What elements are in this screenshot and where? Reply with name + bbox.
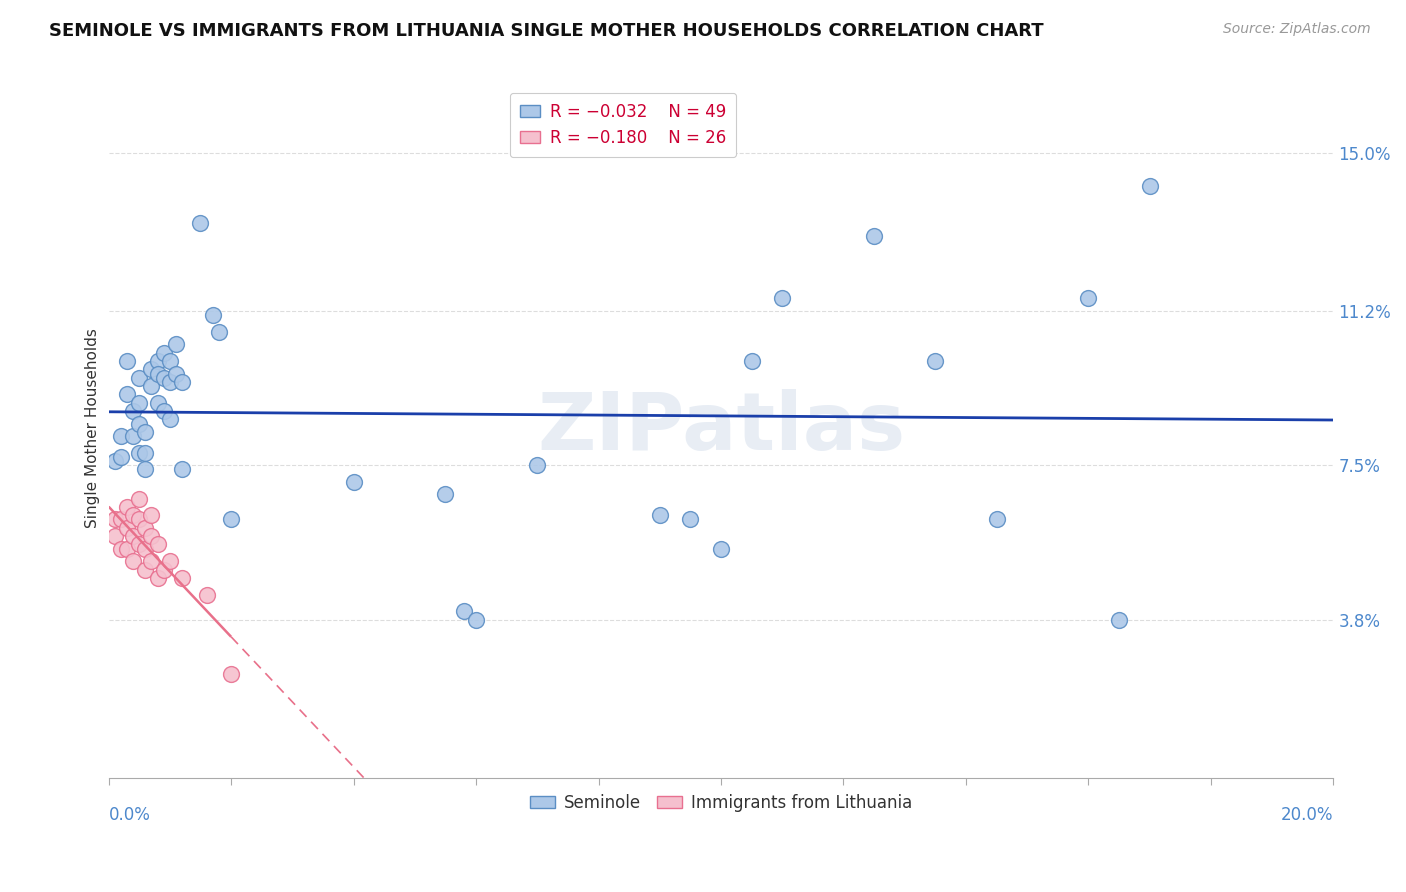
Point bbox=[172, 462, 194, 476]
Point bbox=[152, 404, 174, 418]
Point bbox=[122, 554, 145, 568]
Point bbox=[146, 395, 169, 409]
Point bbox=[110, 450, 132, 464]
Text: SEMINOLE VS IMMIGRANTS FROM LITHUANIA SINGLE MOTHER HOUSEHOLDS CORRELATION CHART: SEMINOLE VS IMMIGRANTS FROM LITHUANIA SI… bbox=[49, 22, 1043, 40]
Point bbox=[141, 379, 163, 393]
Point bbox=[115, 521, 138, 535]
Text: 20.0%: 20.0% bbox=[1281, 806, 1333, 824]
Point bbox=[434, 487, 457, 501]
Point bbox=[1077, 292, 1099, 306]
Point bbox=[134, 541, 156, 556]
Point bbox=[146, 571, 169, 585]
Point bbox=[208, 325, 231, 339]
Point bbox=[219, 512, 242, 526]
Point bbox=[146, 537, 169, 551]
Point bbox=[115, 354, 138, 368]
Point bbox=[986, 512, 1008, 526]
Point bbox=[1108, 613, 1130, 627]
Point bbox=[134, 521, 156, 535]
Point bbox=[159, 554, 181, 568]
Point bbox=[110, 429, 132, 443]
Point bbox=[122, 404, 145, 418]
Point bbox=[134, 425, 156, 439]
Point bbox=[134, 562, 156, 576]
Point bbox=[128, 417, 150, 431]
Point bbox=[141, 362, 163, 376]
Point bbox=[128, 512, 150, 526]
Point bbox=[465, 613, 488, 627]
Point bbox=[648, 508, 671, 523]
Point bbox=[710, 541, 733, 556]
Point bbox=[526, 458, 548, 473]
Point bbox=[152, 345, 174, 359]
Point bbox=[219, 666, 242, 681]
Point bbox=[172, 571, 194, 585]
Text: 0.0%: 0.0% bbox=[108, 806, 150, 824]
Point bbox=[122, 529, 145, 543]
Point bbox=[152, 370, 174, 384]
Point bbox=[122, 508, 145, 523]
Point bbox=[453, 604, 475, 618]
Point bbox=[104, 454, 127, 468]
Point bbox=[104, 529, 127, 543]
Point bbox=[128, 370, 150, 384]
Point bbox=[190, 216, 212, 230]
Y-axis label: Single Mother Households: Single Mother Households bbox=[86, 327, 100, 528]
Point bbox=[770, 292, 793, 306]
Point bbox=[110, 512, 132, 526]
Point bbox=[141, 508, 163, 523]
Point bbox=[195, 588, 218, 602]
Text: Source: ZipAtlas.com: Source: ZipAtlas.com bbox=[1223, 22, 1371, 37]
Point bbox=[679, 512, 702, 526]
Point bbox=[104, 512, 127, 526]
Point bbox=[863, 228, 886, 243]
Point bbox=[128, 395, 150, 409]
Point bbox=[159, 354, 181, 368]
Point bbox=[128, 446, 150, 460]
Point bbox=[342, 475, 364, 489]
Point bbox=[1139, 178, 1161, 193]
Point bbox=[115, 500, 138, 514]
Text: ZIPatlas: ZIPatlas bbox=[537, 389, 905, 467]
Point bbox=[159, 412, 181, 426]
Point bbox=[741, 354, 763, 368]
Point bbox=[924, 354, 946, 368]
Point bbox=[128, 537, 150, 551]
Point bbox=[152, 562, 174, 576]
Point bbox=[172, 375, 194, 389]
Point bbox=[141, 554, 163, 568]
Point bbox=[134, 446, 156, 460]
Point bbox=[128, 491, 150, 506]
Point bbox=[122, 429, 145, 443]
Point bbox=[115, 541, 138, 556]
Legend: Seminole, Immigrants from Lithuania: Seminole, Immigrants from Lithuania bbox=[523, 788, 918, 819]
Point bbox=[165, 337, 187, 351]
Point bbox=[165, 367, 187, 381]
Point bbox=[115, 387, 138, 401]
Point bbox=[134, 462, 156, 476]
Point bbox=[146, 367, 169, 381]
Point bbox=[201, 308, 224, 322]
Point bbox=[146, 354, 169, 368]
Point bbox=[110, 541, 132, 556]
Point bbox=[159, 375, 181, 389]
Point bbox=[141, 529, 163, 543]
